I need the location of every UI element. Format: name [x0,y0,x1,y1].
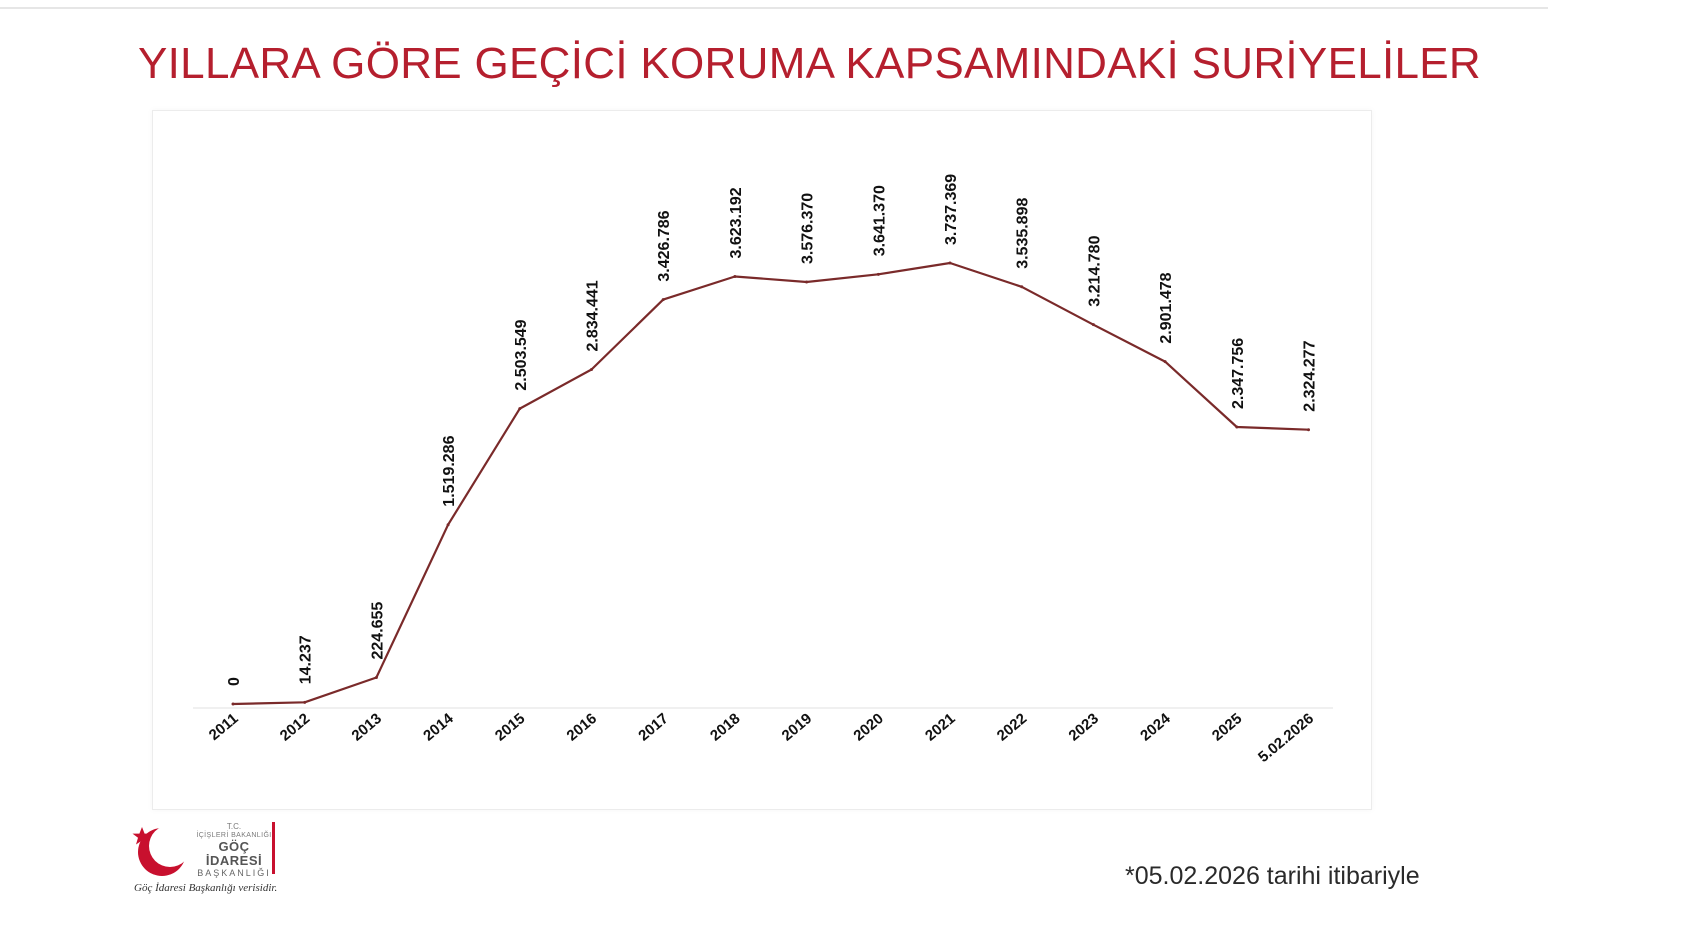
data-point [876,272,880,276]
top-divider [0,7,1548,9]
x-tick-label: 2011 [206,710,242,744]
series-line [232,261,1309,706]
data-label: 0 [226,677,243,686]
data-label: 3.737.369 [943,174,960,245]
data-point [1020,285,1024,289]
logo-accent-bar [272,822,275,874]
data-label: 2.901.478 [1158,272,1175,343]
data-point [661,298,665,302]
data-point [518,407,522,411]
logo-agency: GÖÇ İDARESİ [205,839,263,868]
data-label: 3.641.370 [871,185,888,256]
data-point [231,702,235,706]
logo-ministry: İÇİŞLERİ BAKANLIĞI [196,832,272,839]
x-tick-label: 2023 [1065,710,1101,744]
data-label: 1.519.286 [441,435,458,506]
x-tick-label: 2014 [420,710,457,745]
crescent-star-icon [132,825,191,876]
x-tick-label: 2013 [348,710,384,744]
data-point [1091,323,1095,327]
data-point [805,280,809,284]
chart-frame: 0 2011 14.237 2012 224.655 2013 1.519.286 2014 2… [152,110,1372,810]
x-tick-label: 2017 [635,710,671,744]
logo-wordmark: T.C. İÇİŞLERİ BAKANLIĞI GÖÇ İDARESİ BAŞK… [194,822,274,878]
data-point [1307,428,1310,432]
line-chart: 0 2011 14.237 2012 224.655 2013 1.519.286 2014 2… [193,174,1333,766]
data-label: 224.655 [369,602,386,660]
data-point [446,523,450,527]
source-note: Göç İdaresi Başkanlığı verisidir. [134,882,278,894]
data-label: 3.623.192 [728,187,745,258]
page-title: YILLARA GÖRE GEÇİCİ KORUMA KAPSAMINDAKİ … [138,39,1482,88]
x-tick-label: 2018 [707,710,743,744]
data-label: 2.834.441 [585,280,602,351]
data-point [1235,425,1239,429]
data-point [590,368,593,372]
data-label: 2.347.756 [1230,338,1247,409]
data-label: 3.535.898 [1015,198,1032,269]
logo-tc: T.C. [226,822,242,831]
x-tick-label: 2024 [1137,710,1174,745]
x-tick-label: 2022 [994,710,1030,744]
x-tick-label: 2021 [922,710,958,744]
agency-logo: T.C. İÇİŞLERİ BAKANLIĞI GÖÇ İDARESİ BAŞK… [132,820,292,896]
data-label: 3.426.786 [656,210,673,281]
x-tick-label: 2019 [779,710,815,744]
data-point [303,700,307,704]
data-point [733,274,737,278]
x-tick-label: 2025 [1209,710,1245,744]
x-tick-label: 2020 [850,710,886,744]
x-tick-label: 2016 [564,710,600,744]
data-label: 2.324.277 [1302,340,1319,411]
data-label: 3.214.780 [1086,235,1103,306]
data-point [1163,360,1167,364]
data-point [948,261,952,265]
date-footnote: *05.02.2026 tarihi itibariyle [1125,862,1420,890]
data-label: 14.237 [298,635,315,684]
logo-presidency: BAŞKANLIĞI [197,868,271,878]
data-point [374,675,378,679]
x-tick-label: 5.02.2026 [1255,710,1317,766]
data-label: 2.503.549 [513,319,530,390]
data-label: 3.576.370 [800,193,817,264]
x-tick-label: 2015 [492,710,528,744]
x-tick-label: 2012 [277,710,313,744]
